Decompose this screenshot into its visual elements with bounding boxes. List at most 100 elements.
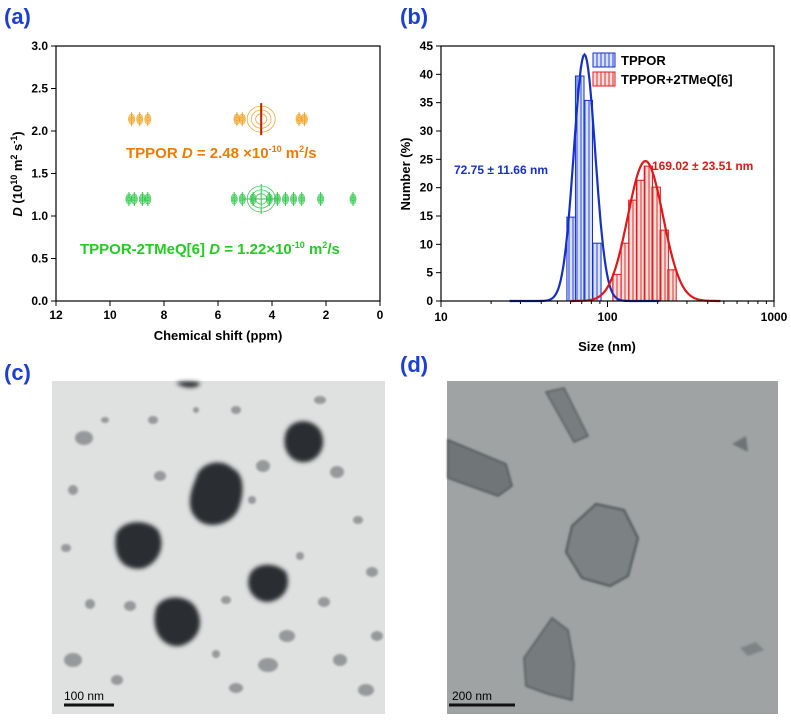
dosy-y-axis-label-open: (10 — [10, 185, 25, 207]
tppor-size-annotation: 72.75 ± 11.66 nm — [454, 163, 548, 177]
dosy-chart: 12 10 8 6 4 2 0 0.0 0.5 1.0 1.5 2.0 2.5 3.0 Chemical… — [9, 39, 384, 343]
tppor-d-annotation-exp: -10 — [269, 144, 282, 154]
size-y-ticks: 0 5 10 15 20 25 30 35 40 45 — [420, 39, 441, 308]
dosy-x-tick-label: 2 — [323, 308, 330, 322]
dosy-y-axis-label-exp3: -1 — [9, 136, 19, 144]
dosy-y-tick-label: 1.0 — [31, 209, 48, 223]
complex-d-annotation-exp: -10 — [292, 240, 305, 250]
size-y-tick-label: 0 — [426, 294, 433, 308]
dosy-peak — [128, 112, 136, 127]
size-bar — [583, 99, 594, 302]
dosy-peak — [230, 192, 238, 206]
complex-d-annotation-tail: /s — [327, 241, 340, 258]
dosy-x-tick-label: 10 — [103, 308, 117, 322]
tppor-d-annotation-unit: m — [282, 145, 300, 162]
dosy-peak — [317, 192, 325, 206]
size-bar — [667, 269, 677, 302]
dosy-y-axis-label-m: m — [10, 160, 25, 175]
scale-label-c: 100 nm — [64, 689, 104, 703]
dosy-y-tick-label: 2.5 — [31, 82, 48, 96]
dosy-y-ticks: 0.0 0.5 1.0 1.5 2.0 2.5 3.0 — [31, 39, 56, 308]
dosy-peak — [265, 192, 273, 206]
dosy-x-tick-label: 4 — [269, 308, 276, 322]
size-bar — [651, 186, 661, 302]
dosy-y-axis-label: D (1010 m2 s-1) — [9, 131, 25, 216]
size-distribution-fit-curves — [509, 52, 721, 303]
dosy-y-tick-label: 0.0 — [31, 294, 48, 308]
dosy-plot-frame — [55, 45, 381, 302]
size-bar — [628, 199, 638, 302]
size-x-tick-label: 1000 — [761, 310, 788, 324]
dosy-peaks — [125, 103, 357, 214]
dosy-peak — [144, 192, 152, 206]
dosy-peak — [290, 192, 298, 206]
legend-swatch-tppor — [592, 52, 616, 68]
tppor-d-annotation-name: TPPOR — [126, 145, 182, 162]
size-x-tick-label: 10 — [434, 310, 448, 324]
tppor-d-annotation: TPPOR D = 2.48 ×10-10 m2/s — [126, 144, 317, 162]
tem-image-d: 200 nm — [447, 381, 778, 714]
size-y-tick-label: 30 — [420, 124, 434, 138]
dosy-peak — [298, 192, 306, 206]
complex-d-annotation-unit: m — [305, 241, 323, 258]
dosy-peak — [349, 192, 357, 206]
dosy-peak — [238, 112, 246, 127]
size-bar — [591, 242, 602, 302]
dosy-peak — [300, 112, 308, 127]
dosy-x-tick-label: 12 — [49, 308, 63, 322]
size-y-tick-label: 20 — [420, 181, 434, 195]
size-x-ticks: 10 100 1000 — [434, 301, 788, 324]
size-y-tick-label: 40 — [420, 67, 434, 81]
tppor-d-annotation-exp2: 2 — [299, 144, 304, 154]
dosy-y-tick-label: 0.5 — [31, 252, 48, 266]
dosy-y-axis-label-d: D — [10, 207, 25, 217]
complex-d-annotation-value: = 1.22×10 — [220, 241, 292, 258]
dosy-x-tick-label: 0 — [377, 308, 384, 322]
dosy-y-tick-label: 1.5 — [31, 167, 48, 181]
size-fit-curve — [570, 159, 721, 303]
size-legend: TPPOR TPPOR+2TMeQ[6] — [592, 52, 733, 87]
legend-swatch-complex — [592, 71, 616, 87]
dosy-peak — [144, 112, 152, 127]
tem-c-small-particles — [61, 396, 383, 696]
dosy-x-axis-label: Chemical shift (ppm) — [154, 328, 283, 343]
panel-label-c: (c) — [4, 360, 31, 385]
tem-c-background — [52, 381, 385, 714]
size-x-tick-label: 100 — [597, 310, 617, 324]
dosy-peak — [273, 192, 281, 206]
dosy-peak — [246, 103, 276, 136]
dosy-y-axis-label-close: ) — [10, 131, 25, 135]
tppor-d-annotation-d: D — [182, 145, 193, 162]
complex-d-annotation: TPPOR-2TMeQ[6] D = 1.22×10-10 m2/s — [80, 240, 340, 258]
dosy-x-ticks: 12 10 8 6 4 2 0 — [49, 301, 384, 322]
tem-c-aggregates — [115, 381, 324, 647]
tem-d-sheets — [447, 387, 764, 701]
size-x-axis-label: Size (nm) — [578, 339, 636, 354]
size-y-tick-label: 25 — [420, 152, 434, 166]
tppor-d-annotation-tail: /s — [304, 145, 317, 162]
dosy-y-axis-label-s: s — [10, 144, 25, 155]
size-y-tick-label: 10 — [420, 237, 434, 251]
dosy-x-tick-label: 6 — [215, 308, 222, 322]
size-y-tick-label: 35 — [420, 96, 434, 110]
dosy-y-tick-label: 2.0 — [31, 124, 48, 138]
dosy-peak — [243, 184, 280, 214]
legend-label-tppor: TPPOR — [621, 53, 666, 68]
size-bar — [643, 165, 654, 302]
panel-label-a: (a) — [4, 4, 31, 29]
dosy-x-tick-label: 8 — [161, 308, 168, 322]
dosy-peak — [130, 192, 138, 206]
tppor-d-annotation-value: = 2.48 ×10 — [193, 145, 269, 162]
size-distribution-chart: 10 100 1000 0 5 10 15 20 25 30 35 40 45 Size (nm) N… — [398, 39, 788, 354]
complex-size-annotation: 169.02 ± 23.51 nm — [652, 159, 753, 173]
dosy-y-axis-label-exp: 10 — [9, 175, 19, 185]
legend-label-complex: TPPOR+2TMeQ[6] — [621, 72, 733, 87]
size-bar — [635, 179, 646, 302]
size-y-tick-label: 45 — [420, 39, 434, 53]
size-y-axis-label: Number (%) — [398, 138, 413, 211]
dosy-peak — [136, 112, 144, 127]
scale-label-d: 200 nm — [452, 689, 492, 703]
panel-label-b: (b) — [400, 4, 428, 29]
size-bar — [659, 229, 669, 302]
